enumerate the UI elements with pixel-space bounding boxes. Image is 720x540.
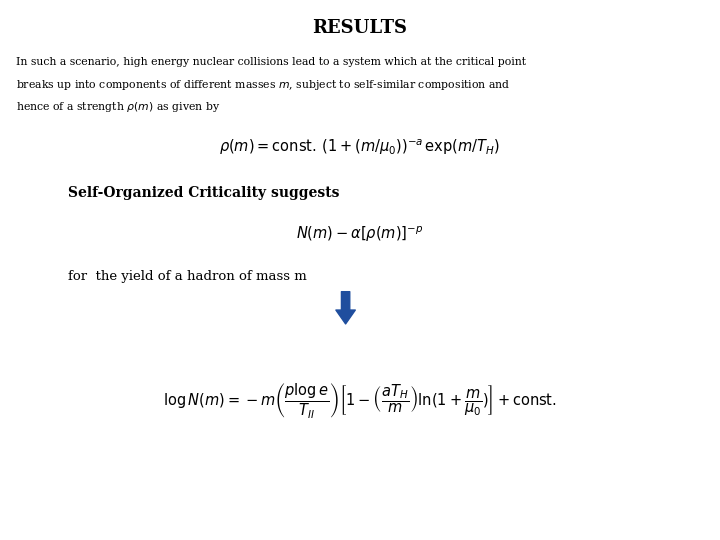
Text: Self-Organized Criticality suggests: Self-Organized Criticality suggests [68, 186, 340, 200]
Text: RESULTS: RESULTS [312, 19, 408, 37]
FancyArrowPatch shape [336, 292, 356, 324]
Text: $N(m) - \alpha[\rho(m)]^{-p}$: $N(m) - \alpha[\rho(m)]^{-p}$ [297, 224, 423, 244]
Text: hence of a strength $\rho(m)$ as given by: hence of a strength $\rho(m)$ as given b… [16, 100, 220, 114]
Text: breaks up into components of different masses $m$, subject to self-similar compo: breaks up into components of different m… [16, 78, 510, 92]
Text: In such a scenario, high energy nuclear collisions lead to a system which at the: In such a scenario, high energy nuclear … [16, 57, 526, 67]
Text: $\rho(m) = \mathrm{const.}\,(1 + (m/\mu_0))^{-a}\,\exp(m/T_H)$: $\rho(m) = \mathrm{const.}\,(1 + (m/\mu_… [220, 138, 500, 157]
Text: $\log N(m) = -m\left(\dfrac{p\log e}{T_{II}}\right)\left[1 - \left(\dfrac{aT_H}{: $\log N(m) = -m\left(\dfrac{p\log e}{T_{… [163, 381, 557, 420]
Text: for  the yield of a hadron of mass m: for the yield of a hadron of mass m [68, 270, 307, 283]
